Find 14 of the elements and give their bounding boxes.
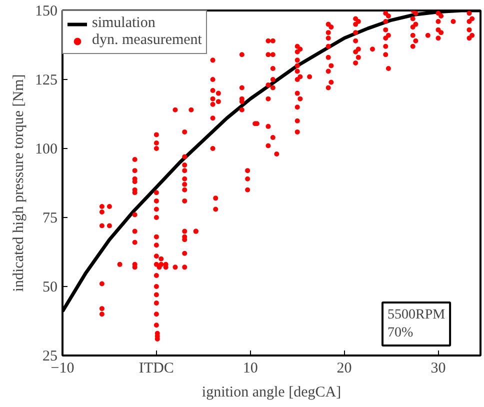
legend-label: dyn. measurement	[92, 32, 202, 49]
annotation: 5500RPM 70%	[388, 308, 446, 340]
legend-label: simulation	[92, 15, 156, 32]
y-tick-label: 75	[42, 210, 58, 226]
y-tick-label: 150	[35, 4, 58, 20]
x-tick-label: ITDC	[138, 360, 174, 376]
y-tick-label: 50	[42, 280, 58, 296]
x-tick-label: 20	[336, 360, 352, 376]
x-axis-title: ignition angle [degCA]	[202, 384, 342, 400]
y-axis-title: indicated high pressure torque [Nm]	[11, 74, 27, 292]
x-tick-label: 30	[430, 360, 446, 376]
y-tick-label: 100	[35, 142, 58, 158]
x-tick-label: 10	[242, 360, 258, 376]
y-tick-label: 125	[35, 72, 58, 88]
